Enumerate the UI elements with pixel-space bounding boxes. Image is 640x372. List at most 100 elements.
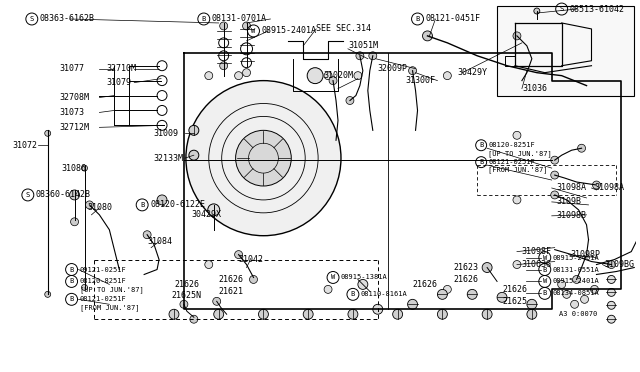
Circle shape bbox=[607, 315, 616, 323]
Text: 08915-2401A: 08915-2401A bbox=[262, 26, 316, 35]
Text: 31077: 31077 bbox=[60, 64, 84, 73]
Text: W: W bbox=[543, 278, 547, 285]
Text: 31020M: 31020M bbox=[323, 71, 353, 80]
Text: S: S bbox=[26, 192, 30, 198]
Circle shape bbox=[551, 191, 559, 199]
Text: 21626: 21626 bbox=[453, 275, 478, 284]
Text: 31098A: 31098A bbox=[595, 183, 625, 192]
Circle shape bbox=[205, 72, 212, 80]
Text: 31009: 31009 bbox=[153, 129, 178, 138]
Text: 08121-0251F: 08121-0251F bbox=[79, 296, 126, 302]
Text: 32712M: 32712M bbox=[60, 123, 90, 132]
Text: 21626: 21626 bbox=[502, 285, 527, 294]
Text: 08915-2401A: 08915-2401A bbox=[553, 254, 600, 260]
Text: 08513-61042: 08513-61042 bbox=[570, 4, 625, 13]
Text: B: B bbox=[479, 159, 483, 165]
Circle shape bbox=[70, 190, 79, 200]
Text: W: W bbox=[331, 275, 335, 280]
Text: 08120-6122E: 08120-6122E bbox=[150, 201, 205, 209]
Text: SEE SEC.314: SEE SEC.314 bbox=[316, 25, 371, 33]
Circle shape bbox=[551, 171, 559, 179]
Text: 08363-6162B: 08363-6162B bbox=[40, 15, 95, 23]
Circle shape bbox=[563, 291, 571, 298]
Circle shape bbox=[45, 291, 51, 297]
Text: 3109B: 3109B bbox=[557, 198, 582, 206]
Circle shape bbox=[180, 300, 188, 308]
Circle shape bbox=[482, 263, 492, 272]
Text: 08121-0451F: 08121-0451F bbox=[426, 15, 481, 23]
Circle shape bbox=[557, 280, 566, 288]
Text: 31080: 31080 bbox=[88, 203, 113, 212]
Text: A3 0:0070: A3 0:0070 bbox=[559, 311, 597, 317]
Circle shape bbox=[235, 72, 243, 80]
Text: S: S bbox=[29, 16, 34, 22]
Circle shape bbox=[393, 309, 403, 319]
Circle shape bbox=[607, 288, 616, 296]
Text: 08120-8251F: 08120-8251F bbox=[488, 142, 535, 148]
Text: 32708M: 32708M bbox=[60, 93, 90, 102]
Text: 32133M: 32133M bbox=[153, 154, 183, 163]
Text: 08121-0251F: 08121-0251F bbox=[488, 159, 535, 165]
Circle shape bbox=[189, 150, 199, 160]
Circle shape bbox=[444, 285, 451, 294]
Circle shape bbox=[513, 72, 521, 80]
Circle shape bbox=[303, 309, 313, 319]
Circle shape bbox=[214, 309, 223, 319]
Text: 31098P: 31098P bbox=[571, 250, 600, 259]
Text: [UP TO JUN.'87]: [UP TO JUN.'87] bbox=[488, 150, 552, 157]
Circle shape bbox=[307, 68, 323, 84]
Circle shape bbox=[243, 22, 250, 30]
Circle shape bbox=[354, 72, 362, 80]
Text: 31098B: 31098B bbox=[557, 211, 587, 220]
Circle shape bbox=[577, 144, 586, 152]
Circle shape bbox=[205, 131, 212, 139]
Circle shape bbox=[513, 260, 521, 269]
Circle shape bbox=[591, 285, 598, 294]
Circle shape bbox=[513, 196, 521, 204]
Text: B: B bbox=[70, 296, 74, 302]
Circle shape bbox=[482, 309, 492, 319]
Text: 08915-1381A: 08915-1381A bbox=[341, 275, 388, 280]
Text: 31079: 31079 bbox=[106, 78, 131, 87]
Circle shape bbox=[81, 165, 88, 171]
Circle shape bbox=[250, 276, 257, 283]
Text: 3109BG: 3109BG bbox=[604, 260, 634, 269]
Text: 09121-0251F: 09121-0251F bbox=[79, 266, 126, 273]
Circle shape bbox=[169, 309, 179, 319]
Circle shape bbox=[348, 309, 358, 319]
Text: B: B bbox=[202, 16, 206, 22]
Text: 08131-0551A: 08131-0551A bbox=[553, 266, 600, 273]
Text: 32710M: 32710M bbox=[106, 64, 136, 73]
Circle shape bbox=[467, 289, 477, 299]
Circle shape bbox=[208, 204, 220, 216]
Circle shape bbox=[408, 67, 417, 75]
Circle shape bbox=[607, 260, 616, 269]
Circle shape bbox=[356, 52, 364, 60]
Text: 21626: 21626 bbox=[174, 280, 199, 289]
Text: 21625N: 21625N bbox=[171, 291, 201, 300]
Circle shape bbox=[527, 309, 537, 319]
Text: B: B bbox=[351, 291, 355, 297]
Text: 08120-8251F: 08120-8251F bbox=[79, 278, 126, 285]
Circle shape bbox=[422, 31, 433, 41]
Circle shape bbox=[324, 285, 332, 294]
Text: [FROM JUN.'87]: [FROM JUN.'87] bbox=[488, 167, 548, 173]
Circle shape bbox=[205, 196, 212, 204]
Circle shape bbox=[551, 156, 559, 164]
Text: 32009P: 32009P bbox=[378, 64, 408, 73]
Circle shape bbox=[444, 72, 451, 80]
Text: 31098A: 31098A bbox=[557, 183, 587, 192]
Text: 08110-8161A: 08110-8161A bbox=[361, 291, 408, 297]
Text: 31063G: 31063G bbox=[521, 260, 551, 269]
Circle shape bbox=[81, 285, 88, 291]
Circle shape bbox=[205, 260, 212, 269]
Text: 08360-6142B: 08360-6142B bbox=[36, 190, 91, 199]
Circle shape bbox=[235, 251, 243, 259]
Circle shape bbox=[607, 301, 616, 309]
Circle shape bbox=[236, 130, 291, 186]
Circle shape bbox=[346, 96, 354, 105]
Text: W: W bbox=[252, 28, 255, 34]
Circle shape bbox=[86, 201, 93, 209]
Text: B: B bbox=[70, 266, 74, 273]
Circle shape bbox=[157, 195, 167, 205]
